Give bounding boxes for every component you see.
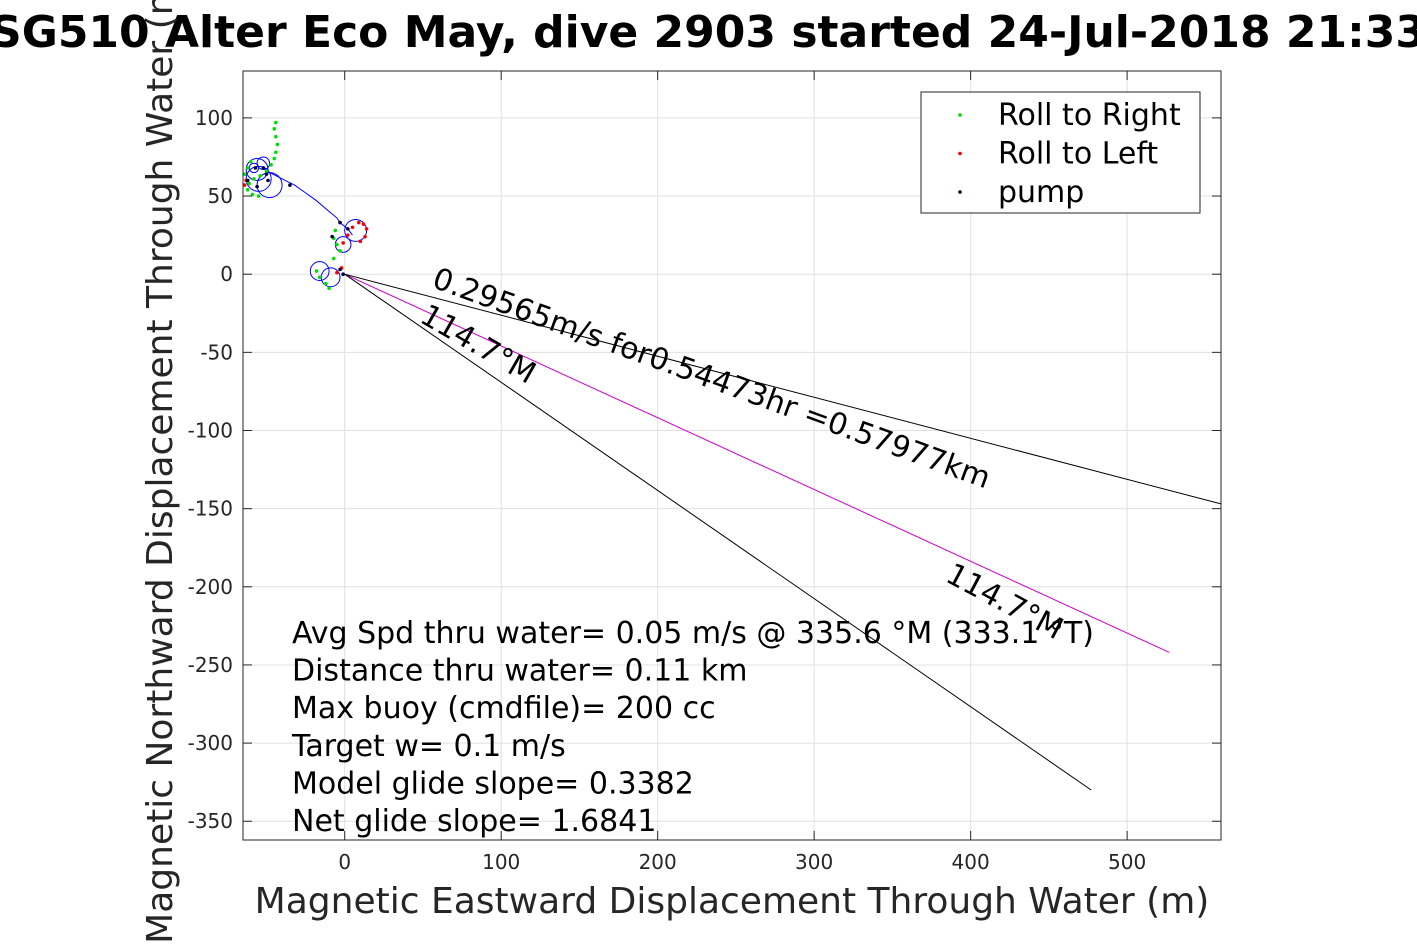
roll-to-right-point (335, 242, 339, 247)
roll-to-left-point (243, 183, 247, 187)
roll-to-right-point (274, 134, 278, 139)
x-tick-label: 400 (952, 850, 990, 874)
roll-to-right-point (338, 248, 342, 253)
pump-point (245, 178, 250, 183)
info-line: Net glide slope= 1.6841 (292, 804, 656, 839)
legend-marker (958, 190, 962, 194)
pump-point (346, 227, 350, 231)
legend-marker (958, 151, 962, 156)
x-tick-label: 0 (338, 850, 351, 874)
legend-label: pump (998, 175, 1084, 210)
roll-to-right-point (245, 166, 250, 170)
chart-title: SG510 Alter Eco May, dive 2903 started 2… (0, 7, 1417, 58)
roll-to-right-point (274, 120, 278, 125)
info-line: Model glide slope= 0.3382 (292, 766, 694, 801)
y-tick-label: 50 (208, 184, 233, 208)
pump-point (338, 267, 342, 272)
roll-to-right-point (331, 256, 336, 261)
pump-point (261, 166, 266, 170)
y-axis-label: Magnetic Northward Displacement Through … (140, 0, 181, 944)
y-tick-label: -350 (188, 809, 233, 833)
roll-to-left-point (363, 234, 367, 239)
x-tick-label: 100 (482, 850, 520, 874)
pump-point (330, 234, 334, 239)
roll-to-left-point (361, 222, 366, 226)
roll-to-left-point (356, 220, 361, 225)
data-points (243, 120, 369, 291)
y-tick-label: -150 (188, 497, 233, 521)
glider-track-path (266, 170, 353, 236)
x-tick-label: 300 (795, 850, 833, 874)
roll-to-right-point (324, 281, 328, 286)
roll-to-right-point (272, 156, 277, 161)
roll-to-left-point (350, 225, 355, 230)
roll-to-right-point (327, 286, 331, 291)
y-tick-label: -300 (188, 731, 233, 755)
y-tick-label: -50 (200, 340, 233, 364)
legend-box (920, 91, 1201, 214)
y-tick-label: 0 (220, 262, 233, 286)
axis-ticks: 0 100 200 300 400 500100500-50-100-150-200-25… (188, 71, 1221, 874)
x-tick-label: 500 (1108, 850, 1146, 874)
roll-to-left-point (335, 270, 339, 275)
roll-to-right-point (245, 187, 250, 192)
pump-point (338, 220, 342, 225)
roll-to-right-point (274, 150, 278, 155)
roll-to-right-point (250, 192, 255, 197)
roll-to-right-point (249, 159, 253, 164)
x-axis-label: Magnetic Eastward Displacement Through W… (255, 881, 1210, 922)
roll-to-right-point (272, 127, 277, 131)
info-line: Distance thru water= 0.11 km (292, 654, 747, 689)
pump-point (341, 272, 345, 276)
roll-to-right-point (256, 194, 261, 198)
wedge-lower-line (344, 273, 1092, 791)
y-tick-label: -200 (188, 575, 233, 599)
roll-to-right-point (247, 181, 252, 186)
pump-point (288, 183, 292, 187)
y-tick-label: -100 (188, 418, 233, 442)
reference-lines (344, 273, 1221, 791)
roll-to-right-point (269, 162, 273, 167)
y-tick-label: -250 (188, 653, 233, 677)
glider-loop (245, 158, 269, 181)
pump-point (253, 166, 258, 170)
roll-to-right-point (264, 169, 269, 173)
roll-to-left-point (346, 233, 350, 237)
roll-to-left-point (341, 241, 345, 245)
y-tick-label: 100 (195, 106, 233, 130)
roll-to-left-point (364, 227, 369, 231)
legend-marker (958, 113, 962, 117)
info-line: Avg Spd thru water= 0.05 m/s @ 335.6 °M … (292, 616, 1094, 651)
legend-label: Roll to Right (998, 98, 1181, 133)
roll-to-right-point (314, 269, 319, 273)
info-line: Max buoy (cmdfile)= 200 cc (292, 691, 716, 726)
roll-to-right-point (258, 173, 263, 178)
plot-content (243, 120, 1221, 791)
roll-to-right-point (252, 177, 256, 181)
roll-to-right-point (243, 172, 247, 176)
roll-to-left-point (358, 239, 363, 244)
glider-loop (309, 261, 330, 281)
roll-to-right-point (275, 142, 280, 147)
legend-label: Roll to Left (998, 137, 1158, 172)
x-tick-label: 200 (639, 850, 677, 874)
current-vector-line (344, 273, 1170, 653)
plot-frame (242, 70, 1222, 841)
info-line: Target w= 0.1 m/s (291, 729, 566, 764)
pump-point (266, 178, 270, 183)
info-text-block: Avg Spd thru water= 0.05 m/s @ 335.6 °M … (291, 616, 1094, 839)
roll-to-right-point (333, 228, 338, 233)
wedge-upper-line (344, 273, 1221, 505)
pump-point (264, 172, 269, 176)
pump-point (255, 184, 259, 189)
roll-to-right-point (317, 275, 322, 280)
